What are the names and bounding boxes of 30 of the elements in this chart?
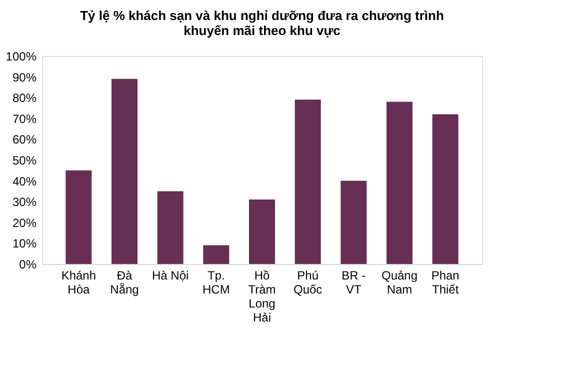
bar — [249, 200, 275, 264]
y-tick-label: 50% — [12, 154, 37, 168]
bar — [386, 102, 412, 264]
y-tick-label: 0% — [19, 258, 37, 272]
bar — [203, 245, 230, 264]
y-tick-label: 40% — [12, 174, 37, 188]
y-tick-label: 70% — [12, 112, 37, 126]
x-tick-label: Khánh Hòa — [61, 268, 96, 296]
y-tick-label: 30% — [12, 195, 37, 210]
x-tick-label: Quảng Nam — [381, 268, 418, 296]
y-tick-label: 10% — [12, 236, 37, 251]
x-tick-label: Phú Quốc — [293, 268, 322, 296]
bar — [294, 100, 321, 264]
y-tick-label: 60% — [12, 132, 37, 147]
chart-title: Tỷ lệ % khách sạn và khu nghỉ dưỡng đưa ra chương trình khuyến mãi theo khu vực — [80, 8, 444, 38]
x-tick-label: Tp. HCM — [202, 268, 230, 296]
y-tick-label: 90% — [12, 70, 37, 84]
y-tick-label: 100% — [6, 50, 37, 64]
bar — [340, 180, 367, 264]
x-tick-label: Hà Nội — [152, 268, 189, 282]
bar — [432, 114, 458, 264]
bar — [112, 78, 138, 264]
x-tick-label: BR - VT — [342, 268, 366, 296]
y-tick-label: 80% — [12, 91, 37, 106]
bar — [157, 191, 184, 264]
x-tick-label: Hồ Tràm Long Hải — [248, 268, 276, 324]
y-tick-label: 20% — [12, 216, 37, 230]
bar — [66, 170, 92, 264]
x-tick-label: Phan Thiết — [431, 268, 460, 296]
x-tick-label: Đà Nẵng — [110, 268, 139, 296]
